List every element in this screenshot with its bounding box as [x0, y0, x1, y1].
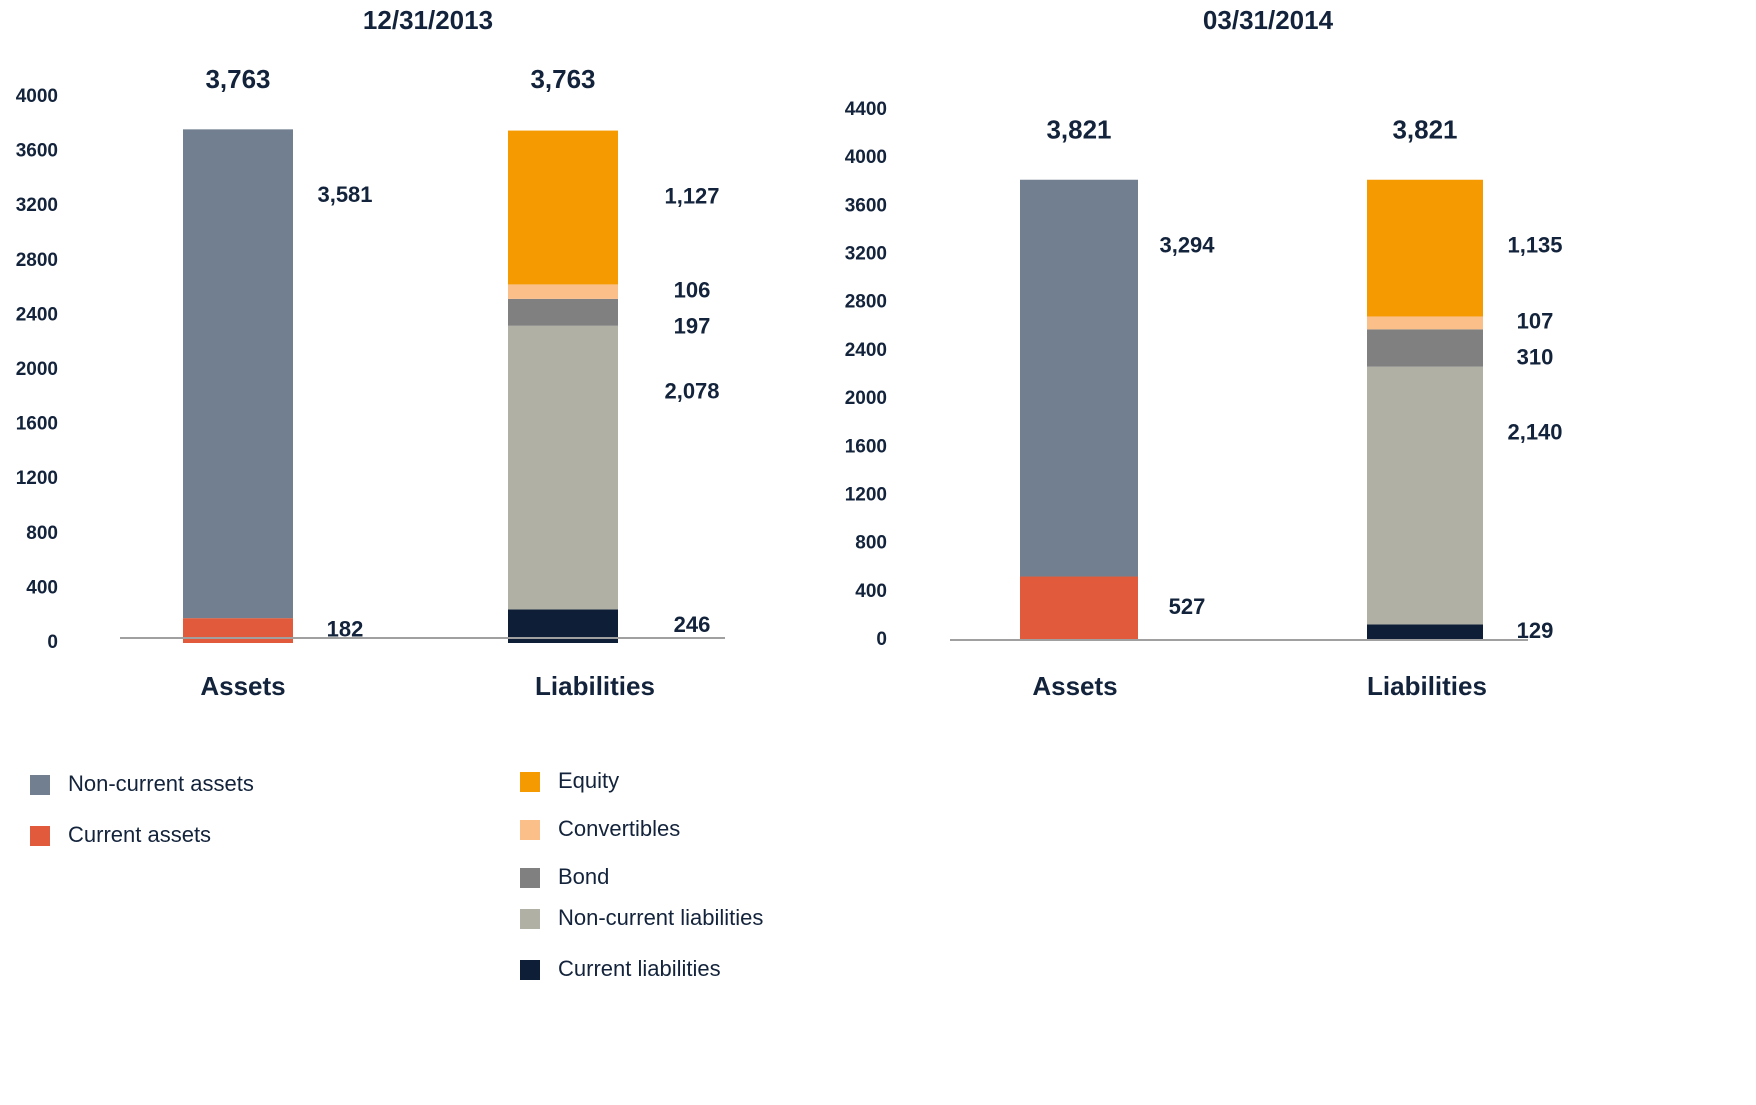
y-tick-label: 400 — [26, 577, 58, 598]
y-tick-label: 1600 — [845, 436, 887, 457]
data-label: 107 — [1517, 309, 1554, 334]
total-label: 3,763 — [205, 64, 270, 94]
legend-label: Non-current liabilities — [558, 905, 763, 930]
y-tick-label: 800 — [855, 533, 887, 554]
y-tick-label: 4000 — [16, 86, 58, 107]
legend-swatch — [30, 826, 50, 846]
legend-label: Bond — [558, 864, 609, 889]
bar-segment — [508, 298, 618, 326]
legend-label: Equity — [558, 768, 619, 793]
data-label: 246 — [674, 612, 711, 637]
y-tick-label: 0 — [47, 632, 58, 653]
data-label: 106 — [674, 277, 711, 302]
legend-label: Non-current assets — [68, 771, 254, 796]
data-label: 527 — [1169, 594, 1206, 619]
total-label: 3,821 — [1046, 115, 1111, 145]
bar-segment — [1367, 179, 1483, 317]
category-label: Assets — [200, 671, 285, 701]
y-tick-label: 3600 — [845, 195, 887, 216]
bar-segment — [1367, 366, 1483, 625]
data-label: 1,127 — [664, 183, 719, 208]
bar-segment — [508, 325, 618, 610]
legend-swatch — [30, 775, 50, 795]
legend-swatch — [520, 909, 540, 929]
total-label: 3,821 — [1392, 115, 1457, 145]
category-label: Liabilities — [535, 671, 655, 701]
data-label: 197 — [674, 313, 711, 338]
bar-segment — [183, 618, 293, 643]
y-tick-label: 4000 — [845, 147, 887, 168]
chart-title: 12/31/2013 — [363, 5, 493, 35]
bar-segment — [508, 130, 618, 285]
y-tick-label: 3200 — [16, 195, 58, 216]
y-tick-label: 2800 — [16, 250, 58, 271]
bar-segment — [1020, 576, 1138, 640]
y-tick-label: 1600 — [16, 414, 58, 435]
y-tick-label: 2000 — [845, 388, 887, 409]
y-tick-label: 2400 — [16, 304, 58, 325]
legend-label: Current assets — [68, 822, 211, 847]
y-tick-label: 0 — [876, 629, 887, 650]
y-tick-label: 800 — [26, 523, 58, 544]
data-label: 2,078 — [664, 379, 719, 404]
bar-segment — [1367, 329, 1483, 367]
data-label: 1,135 — [1507, 233, 1562, 258]
y-tick-label: 400 — [855, 581, 887, 602]
y-tick-label: 2000 — [16, 359, 58, 380]
y-tick-label: 1200 — [16, 468, 58, 489]
y-tick-label: 3600 — [16, 141, 58, 162]
bar-segment — [1367, 316, 1483, 330]
data-label: 3,581 — [317, 182, 372, 207]
y-tick-label: 1200 — [845, 484, 887, 505]
bar-segment — [1367, 624, 1483, 640]
legend-label: Convertibles — [558, 816, 680, 841]
data-label: 3,294 — [1159, 233, 1215, 258]
legend-swatch — [520, 868, 540, 888]
legend-swatch — [520, 820, 540, 840]
category-label: Liabilities — [1367, 671, 1487, 701]
legend-label: Current liabilities — [558, 956, 721, 981]
bar-segment — [183, 129, 293, 619]
legend-swatch — [520, 960, 540, 980]
data-label: 310 — [1517, 345, 1554, 370]
chart-title: 03/31/2014 — [1203, 5, 1334, 35]
y-tick-label: 2800 — [845, 292, 887, 313]
data-label: 2,140 — [1507, 420, 1562, 445]
y-tick-label: 2400 — [845, 340, 887, 361]
y-tick-label: 4400 — [845, 99, 887, 120]
total-label: 3,763 — [530, 64, 595, 94]
data-label: 129 — [1517, 618, 1554, 643]
y-tick-label: 3200 — [845, 244, 887, 265]
category-label: Assets — [1032, 671, 1117, 701]
bar-segment — [1020, 179, 1138, 577]
bar-segment — [508, 284, 618, 299]
legend-swatch — [520, 772, 540, 792]
